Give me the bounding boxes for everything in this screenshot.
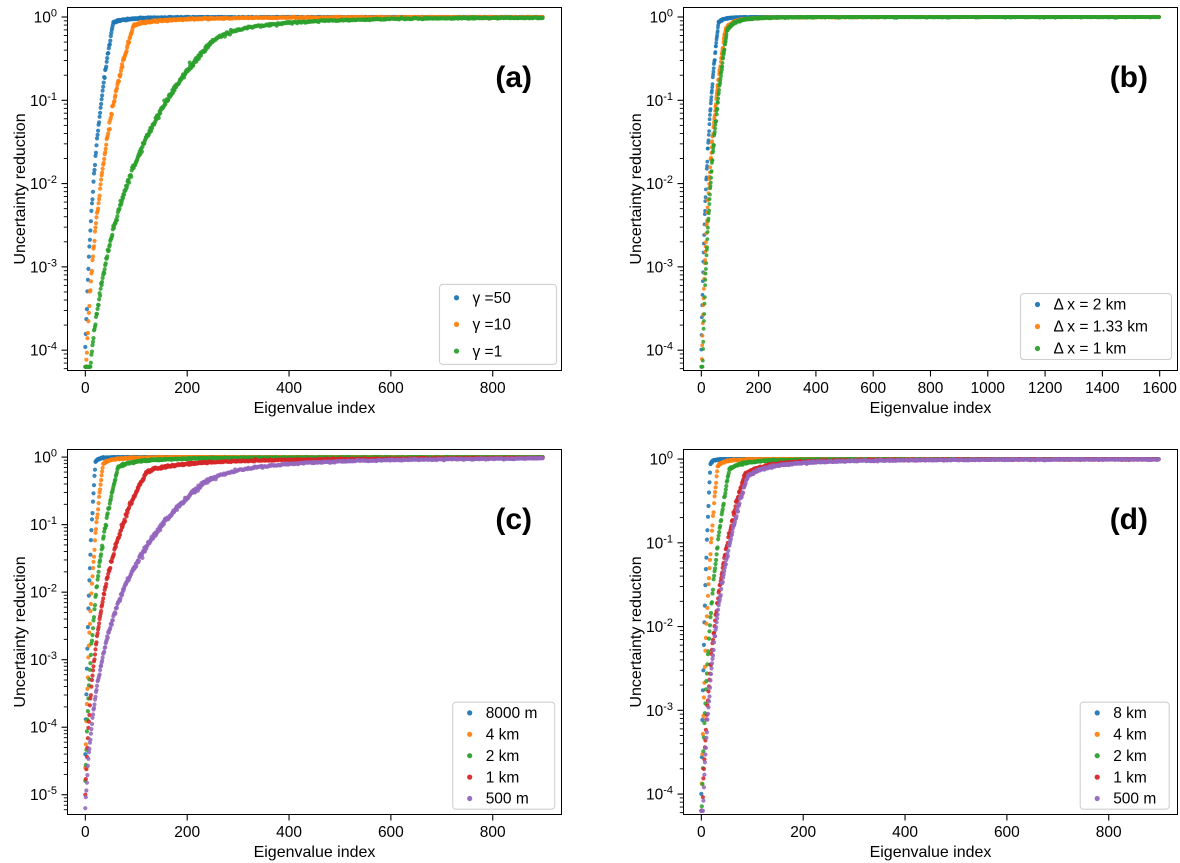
- svg-text:1200: 1200: [1028, 380, 1063, 397]
- svg-text:10-3: 10-3: [30, 257, 57, 276]
- svg-text:500 m: 500 m: [1113, 791, 1156, 808]
- svg-text:10-3: 10-3: [646, 701, 673, 720]
- svg-text:100: 100: [650, 8, 673, 27]
- svg-text:100: 100: [34, 448, 57, 467]
- svg-text:4 km: 4 km: [486, 727, 520, 744]
- svg-text:10-2: 10-2: [30, 174, 57, 193]
- svg-text:400: 400: [892, 824, 918, 841]
- svg-text:400: 400: [276, 824, 302, 841]
- svg-text:600: 600: [860, 380, 886, 397]
- svg-text:800: 800: [480, 824, 506, 841]
- svg-text:10-5: 10-5: [30, 785, 57, 804]
- svg-text:(c): (c): [495, 503, 532, 536]
- svg-text:10-3: 10-3: [30, 650, 57, 669]
- svg-text:10-4: 10-4: [646, 341, 673, 360]
- svg-text:0: 0: [697, 380, 706, 397]
- svg-text:100: 100: [650, 450, 673, 469]
- svg-text:200: 200: [746, 380, 772, 397]
- svg-text:1 km: 1 km: [1113, 769, 1147, 786]
- svg-text:10-4: 10-4: [646, 785, 673, 804]
- svg-text:400: 400: [803, 380, 829, 397]
- svg-text:8000 m: 8000 m: [486, 705, 538, 722]
- svg-text:100: 100: [34, 8, 57, 27]
- svg-text:200: 200: [790, 824, 816, 841]
- svg-text:10-1: 10-1: [30, 91, 57, 110]
- svg-text:800: 800: [480, 380, 506, 397]
- svg-text:400: 400: [276, 380, 302, 397]
- svg-text:0: 0: [697, 824, 706, 841]
- svg-text:600: 600: [378, 824, 404, 841]
- svg-text:200: 200: [174, 824, 200, 841]
- svg-text:γ =10: γ =10: [473, 317, 512, 334]
- svg-text:800: 800: [1096, 824, 1122, 841]
- svg-text:1400: 1400: [1085, 380, 1120, 397]
- svg-text:1 km: 1 km: [486, 769, 520, 786]
- svg-text:1000: 1000: [971, 380, 1006, 397]
- svg-text:10-1: 10-1: [646, 533, 673, 552]
- svg-text:200: 200: [174, 380, 200, 397]
- svg-text:8 km: 8 km: [1113, 705, 1147, 722]
- svg-text:2 km: 2 km: [1113, 748, 1147, 765]
- svg-text:10-4: 10-4: [30, 341, 57, 360]
- svg-text:(b): (b): [1110, 61, 1148, 94]
- svg-text:(a): (a): [495, 61, 532, 94]
- svg-text:(d): (d): [1110, 503, 1148, 536]
- svg-text:600: 600: [378, 380, 404, 397]
- svg-text:600: 600: [994, 824, 1020, 841]
- svg-text:10-2: 10-2: [646, 174, 673, 193]
- svg-text:2 km: 2 km: [486, 748, 520, 765]
- svg-text:γ =50: γ =50: [473, 290, 512, 307]
- svg-text:10-2: 10-2: [646, 617, 673, 636]
- svg-text:10-4: 10-4: [30, 718, 57, 737]
- svg-text:800: 800: [918, 380, 944, 397]
- svg-text:500 m: 500 m: [486, 791, 529, 808]
- svg-text:10-1: 10-1: [646, 91, 673, 110]
- svg-text:Δ x = 1 km: Δ x = 1 km: [1054, 341, 1127, 358]
- svg-text:0: 0: [81, 824, 90, 841]
- svg-text:0: 0: [81, 380, 90, 397]
- svg-text:Δ x = 1.33 km: Δ x = 1.33 km: [1054, 319, 1148, 336]
- svg-text:10-2: 10-2: [30, 583, 57, 602]
- svg-text:10-1: 10-1: [30, 515, 57, 534]
- svg-text:1600: 1600: [1142, 380, 1177, 397]
- svg-text:10-3: 10-3: [646, 257, 673, 276]
- svg-text:Δ x = 2 km: Δ x = 2 km: [1054, 297, 1127, 314]
- svg-text:4 km: 4 km: [1113, 727, 1147, 744]
- svg-text:γ =1: γ =1: [473, 343, 503, 360]
